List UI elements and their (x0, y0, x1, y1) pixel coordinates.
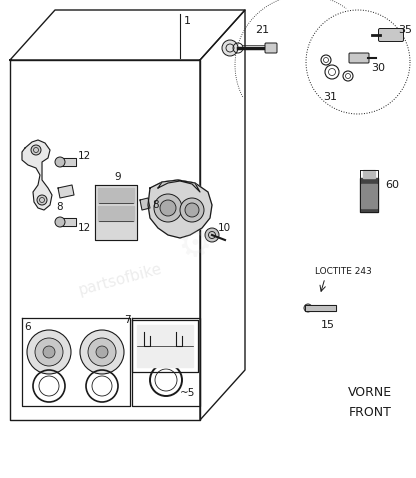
Polygon shape (137, 325, 193, 367)
Text: 8: 8 (152, 200, 158, 210)
Circle shape (180, 198, 204, 222)
Text: 15: 15 (321, 320, 335, 330)
Text: 10: 10 (218, 223, 231, 233)
Circle shape (31, 145, 41, 155)
Circle shape (55, 217, 65, 227)
Text: 31: 31 (323, 92, 337, 102)
Polygon shape (60, 218, 76, 226)
Polygon shape (22, 140, 52, 210)
Text: VORNE: VORNE (348, 385, 392, 399)
Text: 1: 1 (184, 16, 191, 26)
Text: ~5: ~5 (180, 388, 196, 398)
Text: 9: 9 (115, 172, 121, 182)
Circle shape (80, 330, 124, 374)
Circle shape (154, 194, 182, 222)
Text: ⚙: ⚙ (178, 226, 213, 264)
Circle shape (304, 304, 312, 312)
Circle shape (35, 338, 63, 366)
Text: 30: 30 (371, 63, 385, 73)
Text: 12: 12 (78, 151, 91, 161)
Polygon shape (158, 180, 200, 192)
FancyBboxPatch shape (265, 43, 277, 53)
Text: 7: 7 (124, 315, 131, 325)
Text: 21: 21 (255, 25, 269, 35)
FancyBboxPatch shape (379, 29, 404, 42)
FancyBboxPatch shape (349, 53, 369, 63)
Circle shape (55, 157, 65, 167)
Polygon shape (60, 158, 76, 166)
Circle shape (27, 330, 71, 374)
Circle shape (43, 346, 55, 358)
Polygon shape (361, 184, 377, 208)
Text: FRONT: FRONT (349, 405, 391, 419)
Polygon shape (148, 180, 212, 238)
Polygon shape (95, 185, 137, 240)
Circle shape (222, 40, 238, 56)
Polygon shape (58, 185, 74, 198)
Text: 6: 6 (24, 322, 31, 332)
Polygon shape (140, 198, 150, 210)
Polygon shape (98, 206, 134, 221)
Text: 8: 8 (57, 202, 63, 212)
Polygon shape (305, 305, 336, 311)
Circle shape (205, 228, 219, 242)
Circle shape (88, 338, 116, 366)
Text: 35: 35 (398, 25, 412, 35)
Text: 12: 12 (78, 223, 91, 233)
Circle shape (185, 203, 199, 217)
Polygon shape (98, 188, 134, 203)
Text: LOCTITE 243: LOCTITE 243 (315, 268, 372, 276)
Polygon shape (363, 170, 375, 178)
Circle shape (96, 346, 108, 358)
Circle shape (37, 195, 47, 205)
Polygon shape (360, 178, 378, 212)
Circle shape (160, 200, 176, 216)
Text: partsofbike: partsofbike (77, 261, 163, 298)
Text: 60: 60 (385, 180, 399, 190)
